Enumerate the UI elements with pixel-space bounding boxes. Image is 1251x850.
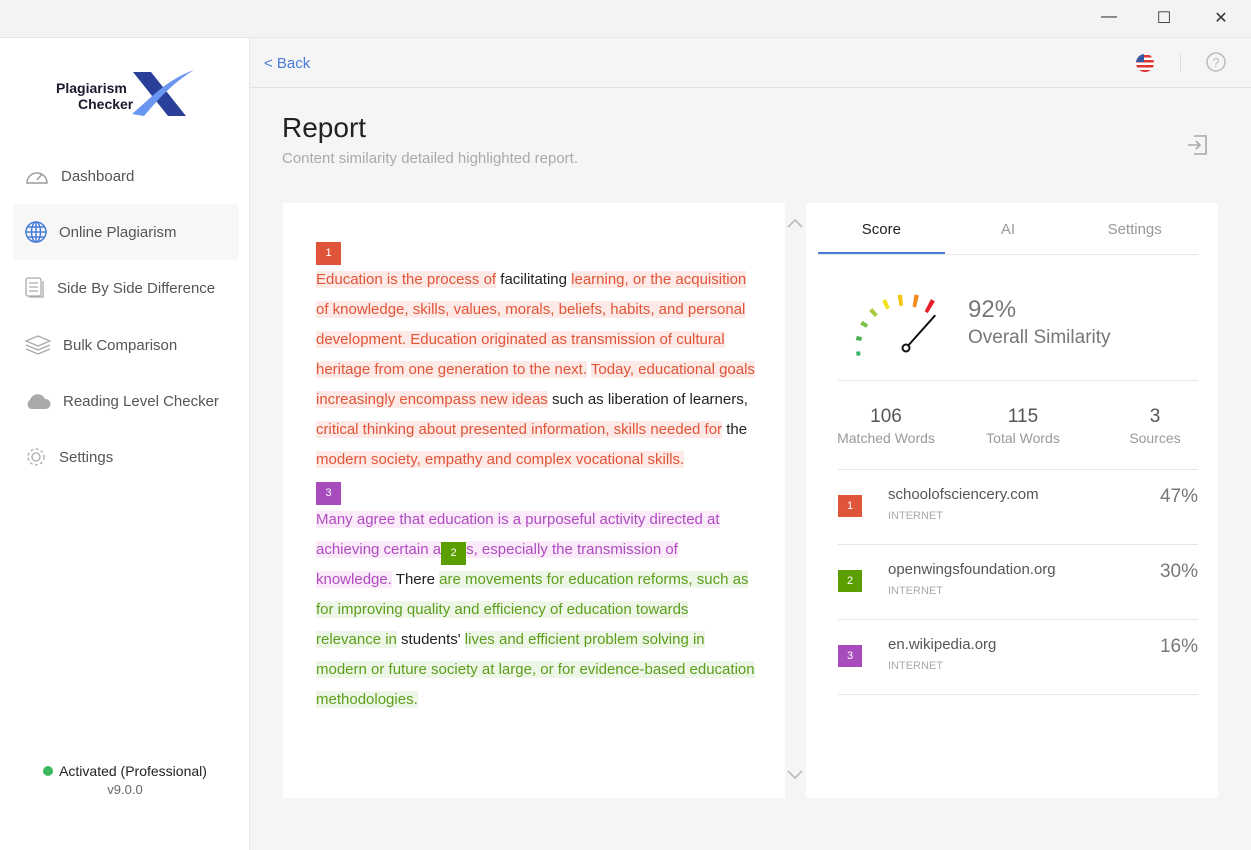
highlighted-document: 1 Education is the process of facilitatin… xyxy=(283,203,785,798)
similarity-gauge xyxy=(855,294,937,356)
tab-settings[interactable]: Settings xyxy=(1107,221,1162,238)
source-domain: en.wikipedia.org xyxy=(888,636,997,653)
title-bar: — ☐ ✕ xyxy=(0,0,1251,38)
tab-score[interactable]: Score xyxy=(818,213,945,254)
gauge-icon xyxy=(26,172,48,184)
report-panel: Score AI Settings 92% Overall Similarity… xyxy=(806,203,1218,798)
sidebar-item-side-by-side[interactable]: Side By Side Difference xyxy=(13,260,239,316)
stat-sources: 3 Sources xyxy=(1129,406,1181,446)
close-button[interactable]: ✕ xyxy=(1214,10,1228,27)
sidebar-item-settings[interactable]: Settings xyxy=(13,429,239,485)
help-icon[interactable]: ? xyxy=(1206,52,1226,72)
sidebar: Plagiarism Checker Dashboard Online Plag… xyxy=(0,38,250,850)
scroll-up-icon[interactable] xyxy=(786,217,804,229)
cloud-icon xyxy=(27,394,51,409)
source-badge: 1 xyxy=(838,495,862,517)
match-badge[interactable]: 3 xyxy=(316,482,341,505)
divider xyxy=(1180,54,1181,72)
version-text: v9.0.0 xyxy=(107,782,143,797)
source-domain: openwingsfoundation.org xyxy=(888,561,1056,578)
source-badge: 3 xyxy=(838,645,862,667)
status-dot xyxy=(43,766,54,776)
source-domain: schoolofsciencery.com xyxy=(888,486,1039,503)
stat-matched-words: 106 Matched Words xyxy=(837,406,935,446)
tab-ai[interactable]: AI xyxy=(1000,221,1016,238)
page-title: Report xyxy=(282,112,367,143)
gear-icon xyxy=(27,448,45,466)
sidebar-item-reading-level[interactable]: Reading Level Checker xyxy=(13,373,239,429)
source-item[interactable]: 1 schoolofsciencery.com INTERNET 47% xyxy=(838,470,1198,545)
app-logo: Plagiarism Checker xyxy=(56,68,206,118)
sidebar-item-dashboard[interactable]: Dashboard xyxy=(13,148,239,204)
source-type: INTERNET xyxy=(888,585,943,597)
source-percent: 30% xyxy=(1159,561,1198,582)
gauge-hub xyxy=(901,343,911,353)
unmatched-text: There xyxy=(391,571,440,588)
highlighted-match: modern society, empathy and complex voca… xyxy=(316,451,685,468)
source-percent: 47% xyxy=(1159,486,1198,507)
source-item[interactable]: 3 en.wikipedia.org INTERNET 16% xyxy=(838,620,1198,695)
report-tabs: Score AI Settings xyxy=(818,213,1198,255)
divider xyxy=(838,469,1198,470)
back-link[interactable]: < Back xyxy=(264,55,311,72)
highlighted-match: critical thinking about presented inform… xyxy=(316,421,723,438)
match-badge[interactable]: 1 xyxy=(316,242,341,265)
status-text: Activated (Professional) xyxy=(59,763,207,779)
source-item[interactable]: 2 openwingsfoundation.org INTERNET 30% xyxy=(838,545,1198,620)
export-icon[interactable] xyxy=(1186,134,1208,156)
sidebar-item-label: Side By Side Difference xyxy=(57,279,216,297)
gauge-segment xyxy=(860,320,869,328)
page-subtitle: Content similarity detailed highlighted … xyxy=(282,150,578,167)
source-percent: 16% xyxy=(1159,636,1198,657)
logo-x-icon xyxy=(132,70,194,116)
maximize-button[interactable]: ☐ xyxy=(1156,10,1172,27)
document-text: 1 Education is the process of facilitatin… xyxy=(316,235,756,715)
logo-text: Plagiarism xyxy=(56,80,127,96)
similarity-percent: 92% xyxy=(968,296,1017,323)
us-flag-icon[interactable] xyxy=(1135,53,1155,73)
sidebar-item-label: Settings xyxy=(59,448,114,466)
unmatched-text: students' xyxy=(396,631,465,648)
svg-text:?: ? xyxy=(1212,55,1219,70)
scroll-down-icon[interactable] xyxy=(786,769,804,781)
sidebar-item-label: Online Plagiarism xyxy=(59,223,177,241)
unmatched-text: the xyxy=(722,421,748,438)
sidebar-item-label: Reading Level Checker xyxy=(63,392,219,410)
stat-total-words: 115 Total Words xyxy=(986,406,1060,446)
sidebar-item-bulk-comparison[interactable]: Bulk Comparison xyxy=(13,317,239,373)
document-icon xyxy=(25,277,44,298)
minimize-button[interactable]: — xyxy=(1101,8,1117,25)
highlighted-match: Education is the process of xyxy=(316,271,497,288)
layers-icon xyxy=(25,335,51,355)
sidebar-item-label: Bulk Comparison xyxy=(63,336,178,354)
gauge-needle xyxy=(905,314,937,349)
divider xyxy=(838,380,1198,381)
source-type: INTERNET xyxy=(888,510,943,522)
gauge-segment xyxy=(869,308,878,317)
similarity-label: Overall Similarity xyxy=(968,327,1111,348)
gauge-segment xyxy=(882,299,890,310)
gauge-segment xyxy=(912,294,919,308)
match-badge[interactable]: 2 xyxy=(441,542,467,565)
top-bar: < Back ? xyxy=(250,38,1251,88)
gauge-segment xyxy=(924,299,935,314)
license-status: Activated (Professional) v9.0.0 xyxy=(0,763,250,797)
logo-text: Checker xyxy=(78,96,134,112)
globe-icon xyxy=(25,221,47,243)
source-type: INTERNET xyxy=(888,660,943,672)
gauge-segment xyxy=(855,335,863,341)
unmatched-text: facilitating xyxy=(496,271,572,288)
unmatched-text: such as liberation of learners, xyxy=(547,391,748,408)
document-scrollbar[interactable] xyxy=(785,203,805,798)
source-badge: 2 xyxy=(838,570,862,592)
sidebar-item-label: Dashboard xyxy=(61,167,135,185)
sidebar-item-online-plagiarism[interactable]: Online Plagiarism xyxy=(13,204,239,260)
